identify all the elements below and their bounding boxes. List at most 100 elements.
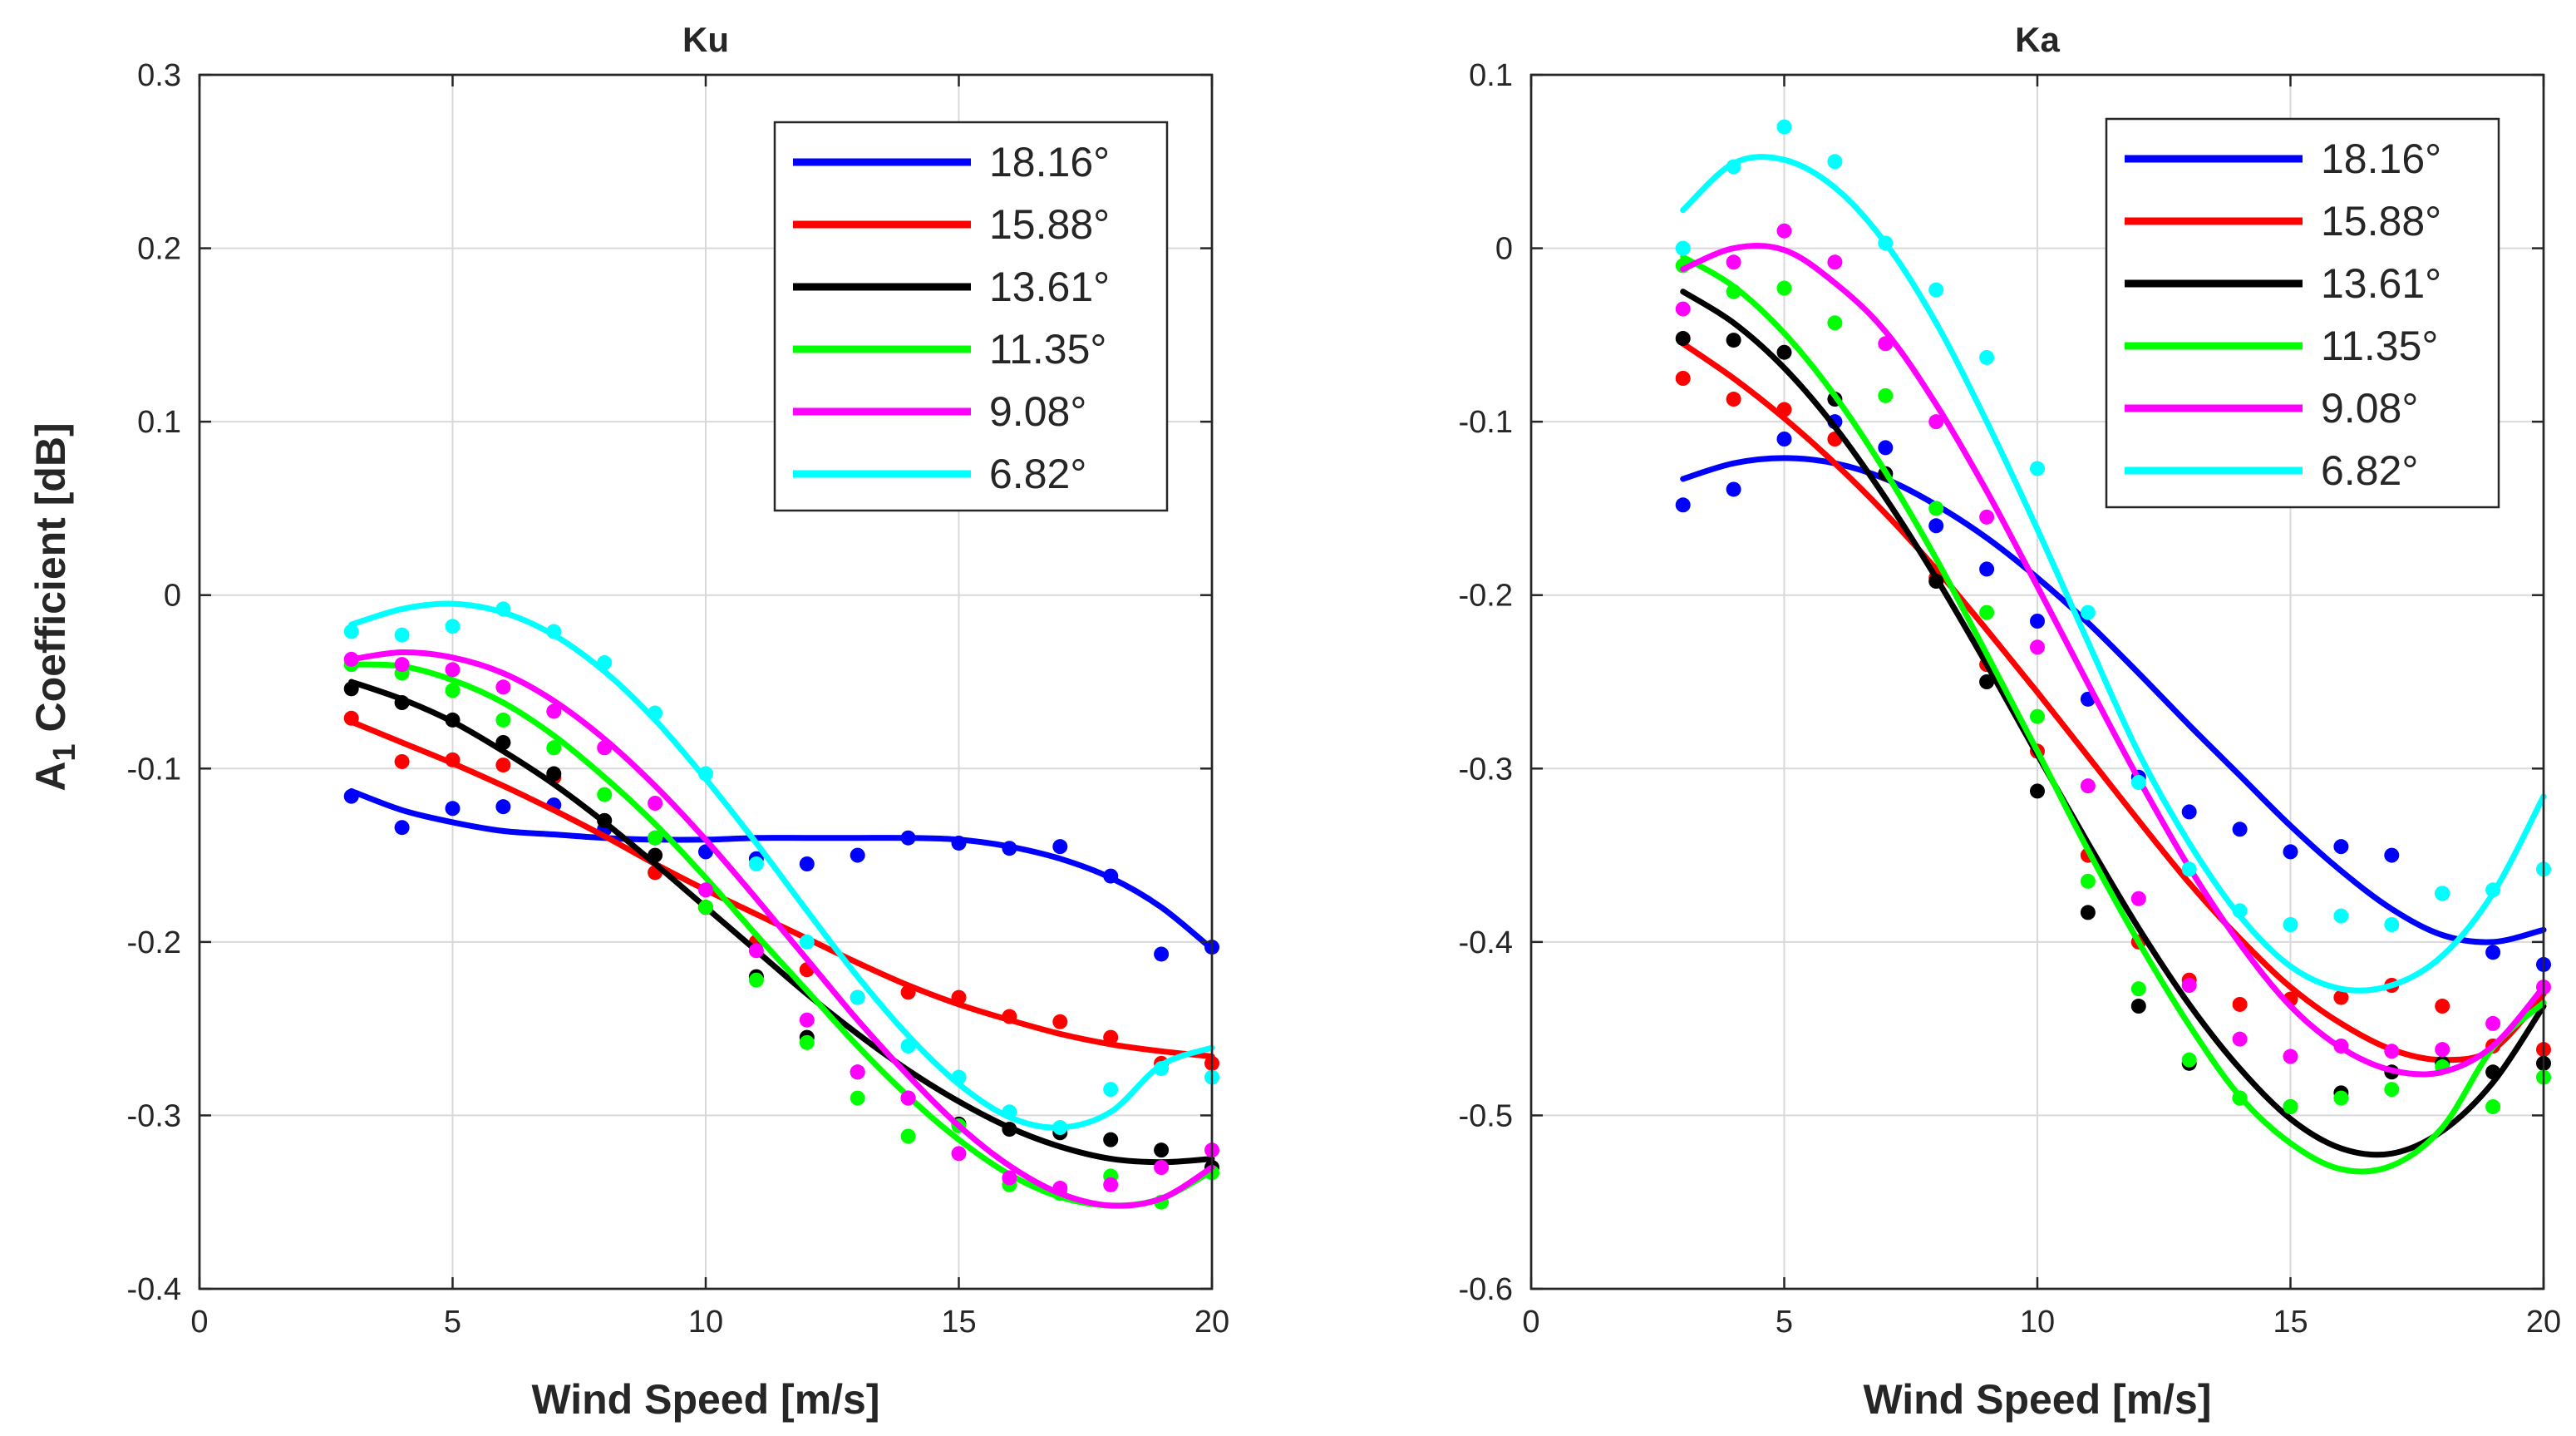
data-point-ka-1 [1776, 402, 1792, 417]
data-point-ku-5 [698, 766, 713, 782]
y-axis-label: A1 Coefficient [dB] [27, 422, 82, 791]
data-point-ku-3 [445, 683, 461, 698]
series-group-ku [343, 600, 1219, 1210]
data-point-ku-5 [900, 1039, 916, 1054]
x-tick-label: 20 [1194, 1305, 1229, 1340]
data-point-ka-5 [2384, 917, 2400, 932]
data-point-ka-5 [1979, 349, 1995, 365]
y-tick-label: -0.1 [127, 752, 181, 787]
fit-line-ka-3 [1680, 254, 2547, 1175]
data-point-ka-3 [2283, 1099, 2298, 1114]
legend-label-ku-5: 6.82° [989, 451, 1086, 497]
data-point-ku-4 [799, 1012, 815, 1028]
data-point-ku-5 [1002, 1104, 1017, 1120]
data-point-ku-5 [648, 705, 663, 721]
data-point-ka-5 [1675, 240, 1691, 256]
data-point-ka-0 [2384, 847, 2400, 863]
y-tick-label: -0.3 [1459, 752, 1513, 787]
data-point-ku-1 [1052, 1014, 1068, 1029]
y-tick-label: -0.5 [1459, 1098, 1513, 1133]
y-axis-label-rest: Coefficient [dB] [27, 422, 74, 743]
data-point-ka-0 [2030, 614, 2045, 629]
data-point-ku-5 [495, 601, 511, 617]
data-point-ku-3 [748, 972, 764, 988]
data-point-ku-5 [546, 624, 562, 639]
data-point-ka-4 [1827, 254, 1843, 270]
data-point-ku-0 [900, 830, 916, 846]
data-point-ku-1 [1002, 1009, 1017, 1024]
data-point-ku-0 [850, 847, 865, 863]
data-point-ka-4 [2333, 1039, 2349, 1054]
data-point-ku-4 [1002, 1170, 1017, 1186]
data-point-ku-4 [445, 662, 461, 678]
fit-line-ku-0 [348, 787, 1215, 952]
legend-label-ka-2: 13.61° [2321, 260, 2441, 307]
data-point-ku-4 [1052, 1181, 1068, 1197]
data-point-ka-5 [2435, 886, 2450, 901]
data-point-ka-3 [2384, 1082, 2400, 1098]
data-point-ka-0 [1726, 481, 1741, 497]
data-point-ku-5 [850, 989, 865, 1005]
data-point-ku-5 [1052, 1120, 1068, 1136]
data-point-ka-3 [1726, 284, 1741, 299]
legend-label-ku-0: 18.16° [989, 139, 1110, 185]
data-point-ka-4 [2080, 778, 2096, 794]
data-point-ku-5 [394, 627, 410, 643]
data-point-ku-4 [748, 943, 764, 959]
data-point-ku-5 [343, 624, 359, 639]
legend-ku: 18.16° 15.88° 13.61° 11.35° 9.08° 6.82° [773, 121, 1169, 512]
data-point-ku-5 [799, 934, 815, 950]
y-tick-label: 0.2 [137, 232, 181, 267]
data-point-ka-3 [1776, 280, 1792, 296]
data-point-ku-1 [900, 984, 916, 1000]
data-point-ka-4 [2030, 639, 2045, 655]
data-point-ku-3 [495, 712, 511, 728]
data-point-ka-4 [2181, 978, 2197, 993]
fit-line-ka-2 [1680, 289, 2547, 1158]
data-point-ka-5 [2232, 903, 2248, 919]
data-point-ku-1 [394, 753, 410, 769]
data-point-ku-0 [1103, 868, 1119, 884]
data-point-ka-5 [1878, 235, 1894, 251]
data-point-ku-2 [1103, 1132, 1119, 1147]
data-point-ku-2 [597, 812, 613, 828]
y-tick-label: -0.4 [127, 1272, 181, 1307]
legend-label-ka-5: 6.82° [2321, 447, 2418, 494]
legend-label-ku-2: 13.61° [989, 264, 1110, 310]
chart-title-ku: Ku [682, 20, 729, 59]
data-point-ku-4 [850, 1064, 865, 1080]
data-point-ku-2 [1002, 1122, 1017, 1137]
data-point-ku-2 [445, 712, 461, 728]
data-point-ka-4 [2232, 1031, 2248, 1047]
data-point-ku-0 [445, 801, 461, 817]
y-tick-label: -0.2 [1459, 579, 1513, 614]
data-point-ku-4 [1154, 1160, 1170, 1175]
data-point-ku-0 [1052, 839, 1068, 855]
y-axis-label-subscript: 1 [47, 743, 82, 761]
data-point-ka-5 [2030, 461, 2045, 476]
data-point-ku-1 [951, 989, 967, 1005]
y-tick-label: -0.6 [1459, 1272, 1513, 1307]
data-point-ku-4 [900, 1090, 916, 1106]
data-point-ka-4 [1878, 336, 1894, 352]
x-tick-label: 15 [941, 1305, 976, 1340]
data-point-ku-5 [1103, 1082, 1119, 1098]
data-point-ku-0 [1002, 841, 1017, 856]
x-tick-label: 5 [444, 1305, 461, 1340]
data-point-ka-4 [1979, 509, 1995, 525]
data-point-ku-3 [648, 830, 663, 846]
data-point-ka-3 [1878, 387, 1894, 403]
data-point-ka-4 [2485, 1015, 2501, 1031]
data-point-ka-1 [2333, 989, 2349, 1005]
data-point-ka-5 [1928, 282, 1944, 298]
data-point-ku-5 [1154, 1061, 1170, 1077]
ticks-ku: 0 5 10 15 20 -0.4 -0.3 -0.2 -0.1 0 0.1 0.2 0.3 [127, 58, 1230, 1340]
data-point-ka-5 [2485, 882, 2501, 898]
data-point-ka-0 [1776, 432, 1792, 447]
data-point-ku-0 [951, 835, 967, 851]
legend-box-ka [2105, 117, 2500, 509]
series-group-ka [1675, 119, 2551, 1175]
y-tick-label: 0.1 [137, 405, 181, 440]
data-point-ku-4 [597, 740, 613, 756]
